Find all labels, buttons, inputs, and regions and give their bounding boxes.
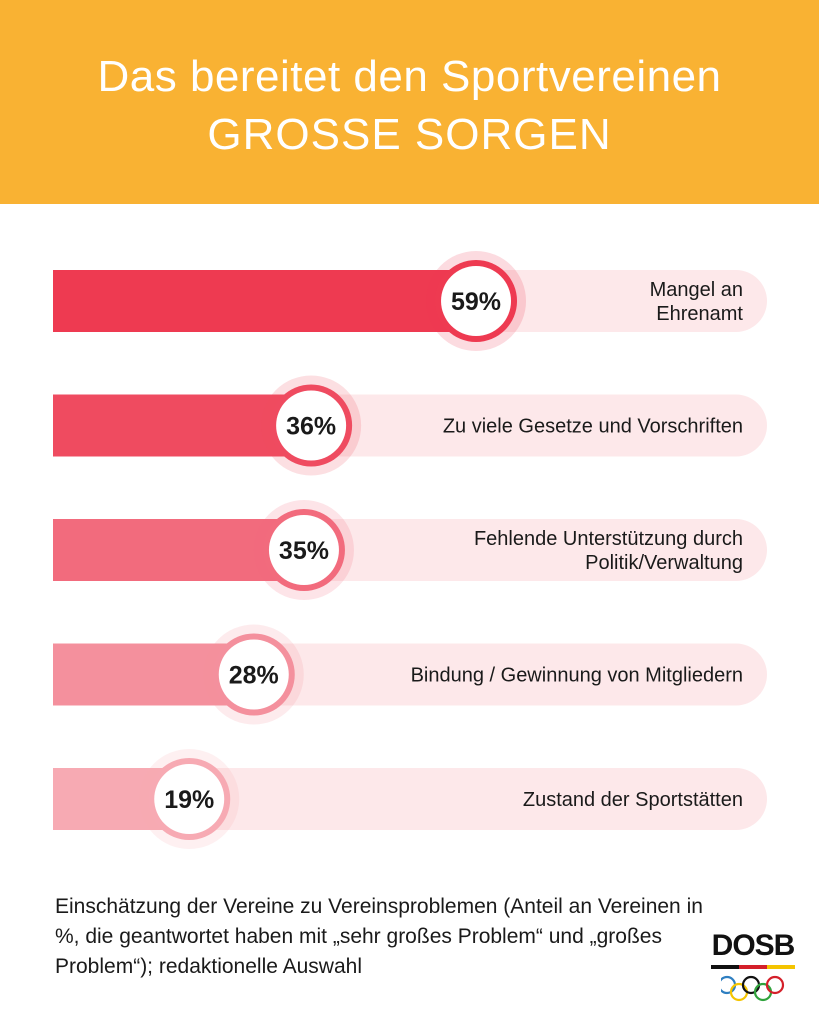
category-label: Bindung / Gewinnung von Mitgliedern (411, 665, 743, 687)
dosb-logo: DOSB (707, 930, 799, 1006)
category-label: Zu viele Gesetze und Vorschriften (443, 416, 743, 438)
bar-track (53, 768, 767, 830)
logo-stripe-segment (739, 965, 767, 969)
bar (53, 270, 477, 332)
value-label: 28% (229, 662, 279, 690)
value-label: 19% (164, 786, 214, 814)
header-banner: Das bereitet den Sportvereinen GROSSE SO… (0, 0, 819, 204)
category-label: Mangel an (650, 279, 743, 301)
value-label: 36% (286, 413, 336, 441)
title-line-1: Das bereitet den Sportvereinen (97, 52, 722, 101)
olympic-rings-icon (721, 975, 785, 1002)
title-line-2: GROSSE SORGEN (207, 110, 612, 159)
bar-marker (154, 764, 225, 834)
bar-marker (268, 515, 339, 585)
logo-stripe-segment (711, 965, 739, 969)
olympic-ring (765, 975, 785, 995)
footnote: Einschätzung der Vereine zu Vereinsprobl… (55, 895, 703, 978)
olympic-ring (753, 982, 773, 1002)
logo-stripe-segment (767, 965, 795, 969)
bar-marker (276, 390, 347, 461)
category-label: Fehlende Unterstützung durch (474, 528, 743, 550)
category-label: Politik/Verwaltung (585, 552, 743, 574)
olympic-ring (741, 975, 761, 995)
bar-marker (441, 266, 512, 336)
category-label: Zustand der Sportstätten (523, 789, 743, 811)
bar (53, 394, 312, 457)
logo-stripe (711, 965, 795, 969)
category-label: Ehrenamt (656, 303, 743, 325)
olympic-ring (721, 975, 737, 995)
value-label: 59% (451, 288, 501, 316)
logo-wordmark: DOSB (711, 929, 796, 962)
bar-marker (218, 639, 289, 710)
value-label: 35% (279, 537, 329, 565)
olympic-ring (729, 982, 749, 1002)
bar (53, 519, 304, 581)
